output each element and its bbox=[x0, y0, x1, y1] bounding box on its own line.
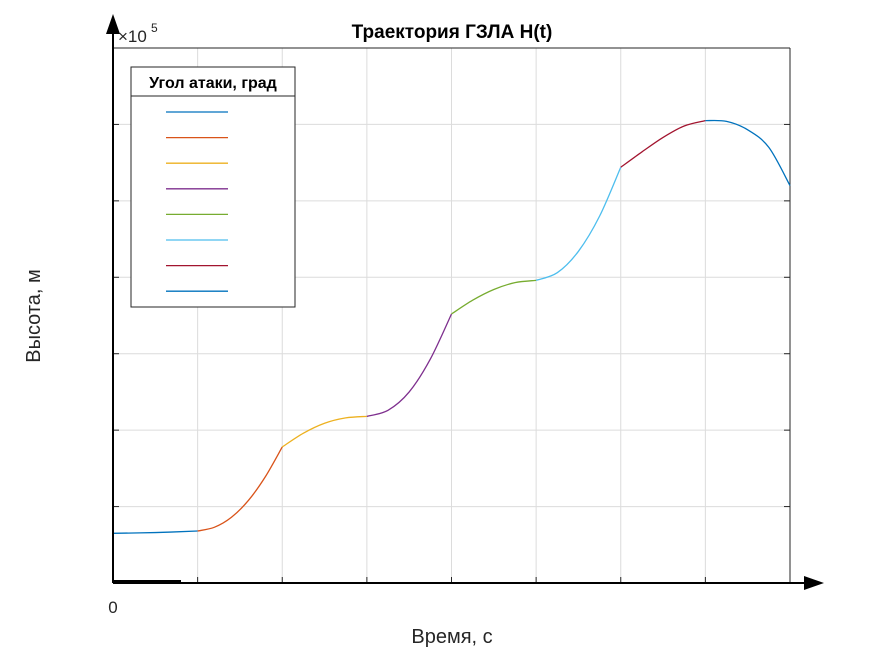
x-tick-label: 0 bbox=[108, 598, 117, 617]
x-axis-arrow-icon bbox=[804, 576, 824, 590]
y-axis-label: Высота, м bbox=[23, 269, 45, 363]
series-line-4 bbox=[366, 313, 453, 418]
series-line-7 bbox=[620, 119, 706, 168]
legend-title: Угол атаки, град bbox=[149, 75, 277, 92]
y-exponent-label: ×10 5 bbox=[118, 21, 158, 46]
legend-box bbox=[130, 66, 296, 308]
y-axis-arrow-icon bbox=[106, 14, 120, 34]
y-exponent-base: ×10 bbox=[118, 27, 147, 46]
series-line-5 bbox=[451, 279, 537, 315]
series-line-1 bbox=[112, 530, 198, 534]
series-line-8 bbox=[705, 119, 791, 186]
y-exponent-power: 5 bbox=[151, 21, 158, 35]
series-layer bbox=[112, 119, 791, 534]
series-line-3 bbox=[281, 415, 367, 448]
chart-title: Траектория ГЗЛА H(t) bbox=[352, 22, 553, 43]
axes-frame bbox=[113, 47, 791, 583]
series-line-2 bbox=[197, 446, 283, 532]
axes-arrows bbox=[106, 14, 824, 590]
series-line-6 bbox=[535, 166, 622, 281]
legend: Угол атаки, град bbox=[130, 66, 296, 308]
legend-entries bbox=[166, 111, 228, 292]
x-axis-label: Время, с bbox=[411, 626, 492, 648]
